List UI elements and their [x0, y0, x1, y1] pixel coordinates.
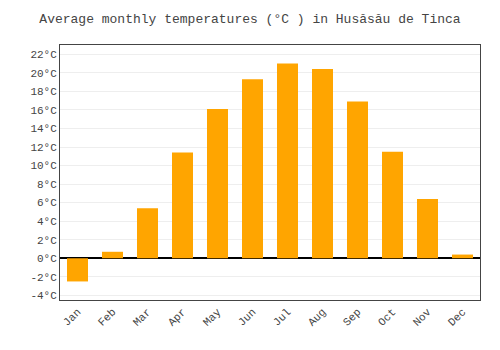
svg-text:-2°C: -2°C	[30, 272, 57, 284]
svg-text:-4°C: -4°C	[30, 290, 57, 302]
svg-text:Sep: Sep	[341, 306, 363, 328]
svg-text:Nov: Nov	[411, 306, 434, 329]
svg-text:6°C: 6°C	[37, 197, 57, 209]
svg-text:20°C: 20°C	[30, 68, 57, 80]
svg-text:Feb: Feb	[96, 306, 118, 328]
svg-text:Average monthly temperatures (: Average monthly temperatures (°C ) in Hu…	[39, 12, 460, 27]
svg-text:18°C: 18°C	[30, 86, 57, 98]
svg-text:Oct: Oct	[376, 306, 398, 328]
svg-text:2°C: 2°C	[37, 235, 57, 247]
svg-text:12°C: 12°C	[30, 142, 57, 154]
svg-text:Aug: Aug	[306, 306, 328, 328]
svg-text:Jul: Jul	[271, 306, 293, 328]
svg-text:0°C: 0°C	[37, 253, 57, 265]
svg-text:Jan: Jan	[61, 306, 83, 328]
svg-text:16°C: 16°C	[30, 105, 57, 117]
svg-text:22°C: 22°C	[30, 49, 57, 61]
svg-text:Jun: Jun	[236, 306, 258, 328]
svg-text:10°C: 10°C	[30, 160, 57, 172]
svg-text:Mar: Mar	[131, 306, 153, 328]
svg-text:8°C: 8°C	[37, 179, 57, 191]
svg-text:May: May	[201, 306, 224, 329]
svg-text:4°C: 4°C	[37, 216, 57, 228]
svg-text:Apr: Apr	[166, 306, 188, 328]
svg-text:Dec: Dec	[446, 306, 468, 328]
svg-text:14°C: 14°C	[30, 123, 57, 135]
